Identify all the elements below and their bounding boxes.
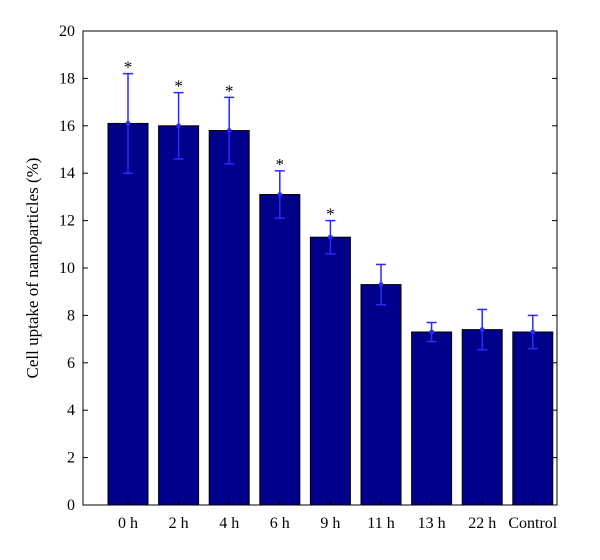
y-tick-label: 10 [59, 260, 75, 277]
mean-marker [176, 123, 181, 128]
mean-marker [530, 329, 535, 334]
mean-marker [379, 282, 383, 287]
y-tick-label: 14 [59, 165, 75, 182]
bars [107, 122, 554, 506]
y-tick-label: 8 [67, 307, 75, 324]
x-tick-label: 13 h [418, 515, 446, 532]
y-tick-label: 18 [59, 70, 75, 87]
error-bars [123, 72, 538, 351]
mean-marker [429, 329, 434, 334]
y-tick-label: 20 [59, 23, 75, 40]
x-tick-label: 22 h [468, 515, 496, 532]
significance-star: * [174, 77, 183, 96]
y-tick-label: 0 [67, 497, 75, 514]
x-tick-label: 4 h [219, 515, 239, 532]
bar [309, 236, 351, 506]
mean-marker [480, 327, 485, 332]
x-tick-label: Control [508, 515, 557, 532]
mean-marker [277, 192, 282, 197]
bar [208, 130, 250, 506]
significance-star: * [124, 58, 133, 77]
bar [360, 284, 402, 506]
y-tick-label: 12 [59, 213, 75, 230]
bar [411, 331, 453, 506]
bar [158, 125, 200, 506]
y-tick-label: 2 [67, 450, 75, 467]
y-axis: 0 2 4 6 8 10 12 14 16 18 20 [59, 23, 557, 514]
x-tick-label: 9 h [320, 515, 340, 532]
bar [107, 122, 149, 506]
significance-star: * [225, 81, 234, 100]
x-tick-label: 2 h [169, 515, 189, 532]
x-tick-label: 0 h [118, 515, 138, 532]
x-tick-label: 11 h [367, 515, 394, 532]
x-axis: 0 h 2 h 4 h 6 h 9 h 11 h 13 h 22 h Control [118, 500, 558, 532]
significance-star: * [276, 155, 285, 174]
x-tick-label: 6 h [270, 515, 290, 532]
mean-marker [328, 235, 333, 240]
bar [461, 329, 503, 506]
bar [512, 331, 554, 506]
y-tick-label: 16 [59, 118, 75, 135]
y-axis-label: Cell uptake of nanoparticles (%) [23, 158, 42, 379]
y-tick-label: 4 [67, 402, 75, 419]
significance-star: * [326, 205, 335, 224]
y-tick-label: 6 [67, 355, 75, 372]
mean-marker [126, 121, 130, 126]
significance-markers: * * * * * [124, 58, 335, 224]
bar [259, 194, 301, 506]
mean-marker [227, 128, 232, 133]
